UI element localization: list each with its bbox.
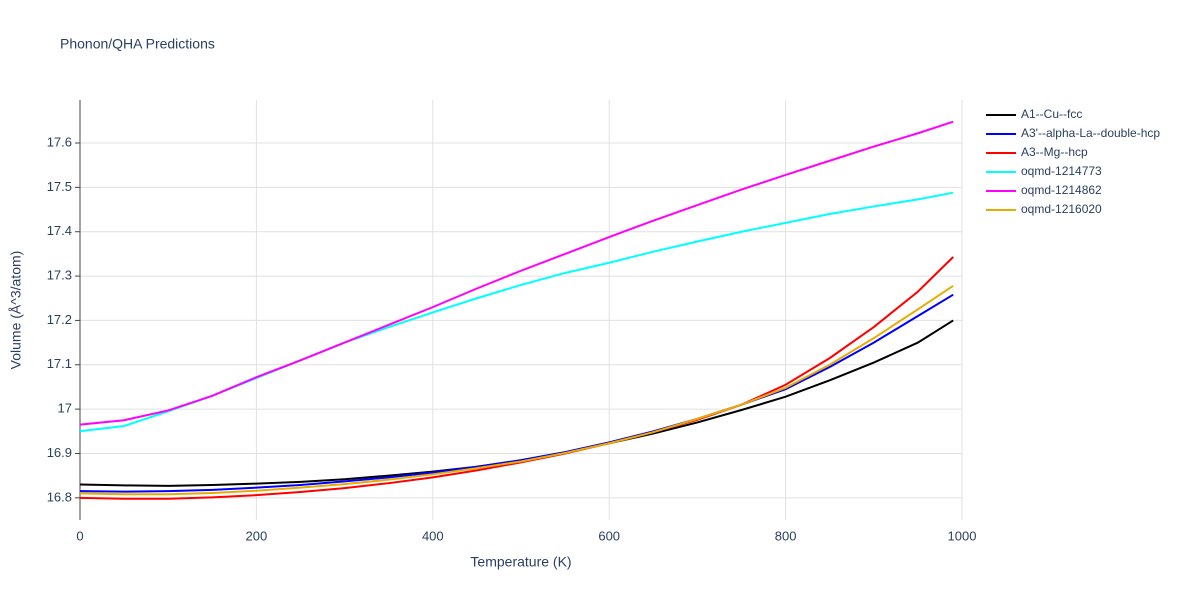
y-tick-label: 16.9	[47, 445, 72, 460]
y-tick-label: 17.5	[47, 179, 72, 194]
x-tick-label: 600	[598, 528, 620, 543]
y-tick-label: 17.3	[47, 268, 72, 283]
y-tick-label: 17	[58, 401, 72, 416]
y-axis-label: Volume (Å^3/atom)	[8, 251, 24, 370]
y-tick-label: 16.8	[47, 489, 72, 504]
x-tick-label: 200	[246, 528, 268, 543]
x-tick-label: 0	[76, 528, 83, 543]
x-tick-label: 1000	[948, 528, 977, 543]
legend-label: A1--Cu--fcc	[1021, 107, 1082, 121]
legend-label: A3'--alpha-La--double-hcp	[1021, 126, 1160, 140]
series-line	[79, 120, 954, 426]
x-tick-label: 800	[775, 528, 797, 543]
y-tick-label: 17.2	[47, 312, 72, 327]
y-tick-label: 17.1	[47, 356, 72, 371]
legend-label: A3--Mg--hcp	[1021, 145, 1088, 159]
legend-label: oqmd-1216020	[1021, 202, 1102, 216]
series-line	[79, 293, 954, 493]
y-tick-label: 17.6	[47, 134, 72, 149]
chart-title: Phonon/QHA Predictions	[60, 36, 215, 52]
legend-label: oqmd-1214773	[1021, 164, 1102, 178]
x-axis-label: Temperature (K)	[470, 554, 571, 570]
x-tick-label: 400	[422, 528, 444, 543]
y-tick-label: 17.4	[47, 223, 72, 238]
legend-label: oqmd-1214862	[1021, 183, 1102, 197]
series-line	[79, 284, 954, 496]
